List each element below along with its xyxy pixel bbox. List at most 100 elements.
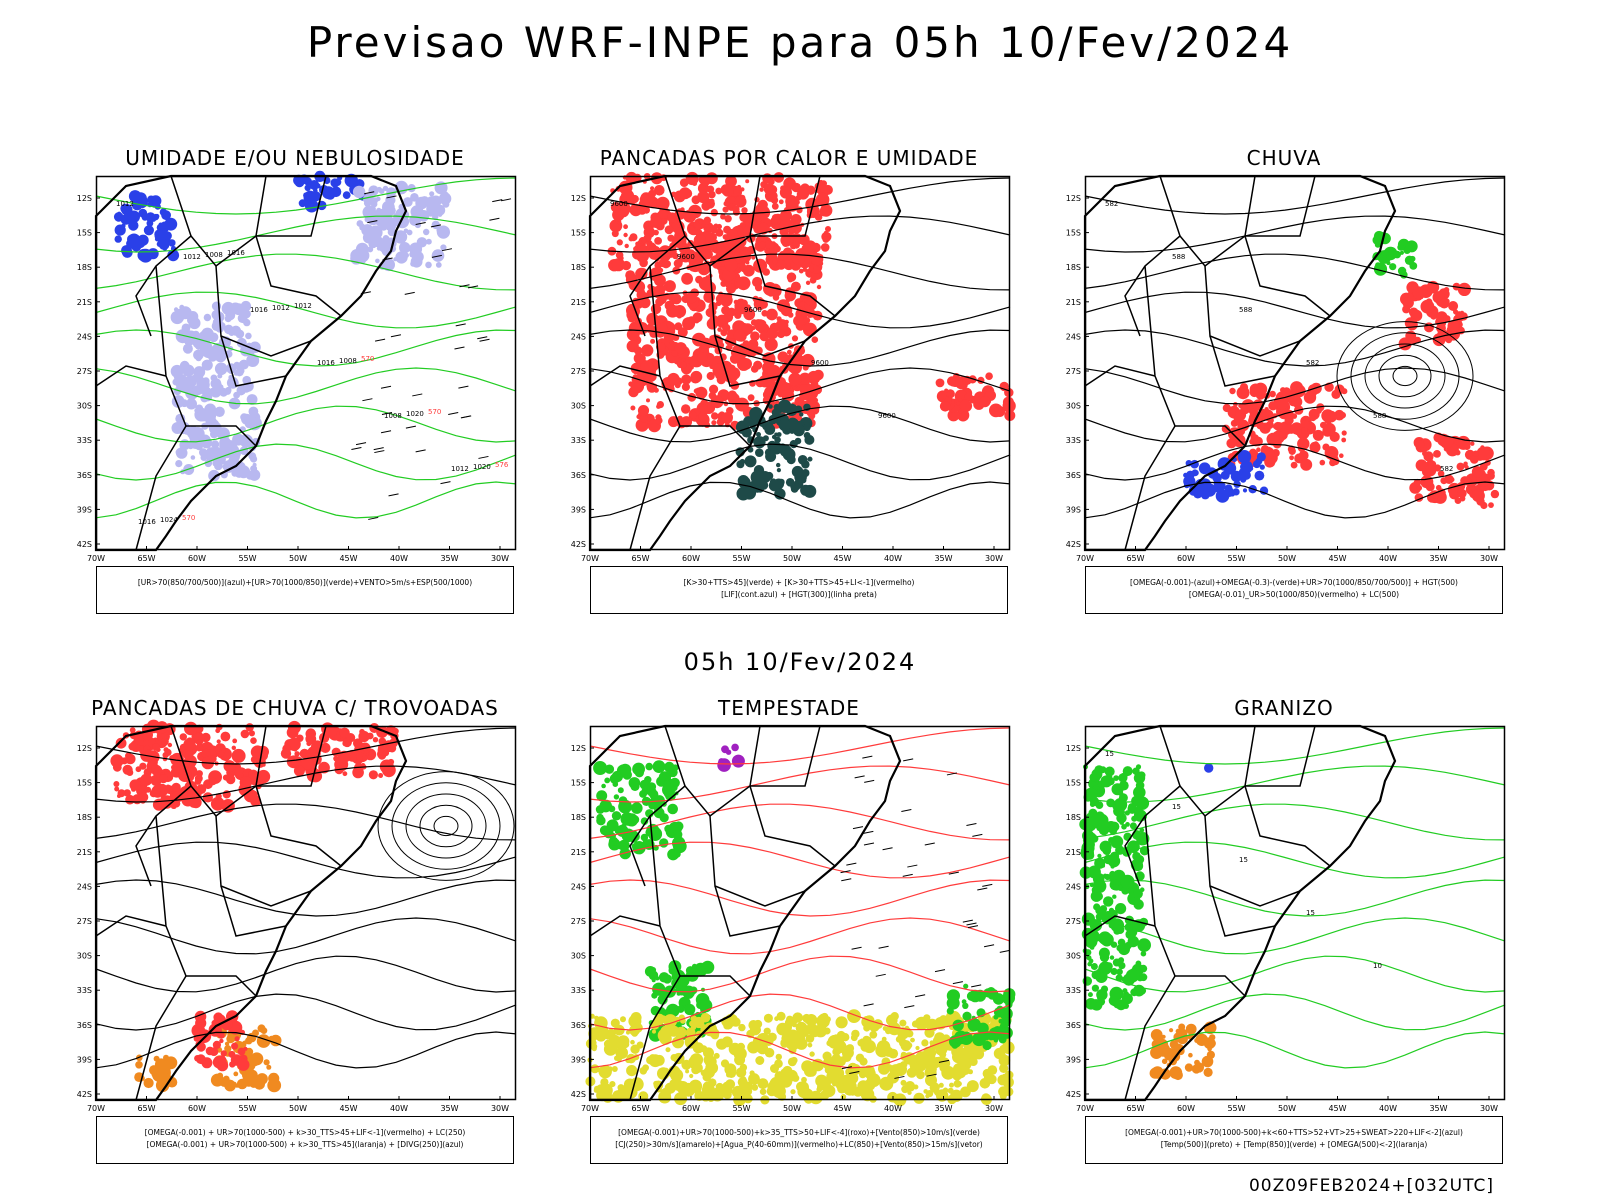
contour-line <box>1084 1031 1506 1069</box>
shaded-field <box>1121 886 1130 895</box>
shaded-field <box>816 284 822 290</box>
shaded-field <box>1102 846 1112 855</box>
shaded-field <box>803 317 811 324</box>
shaded-field <box>233 391 241 399</box>
wind-vector <box>840 870 851 874</box>
shaded-field <box>342 771 348 777</box>
shaded-field <box>1290 461 1298 469</box>
state-border <box>589 365 661 387</box>
shaded-field <box>217 373 223 379</box>
lon-tick-label: 70W <box>87 1104 105 1113</box>
shaded-field <box>720 280 727 287</box>
legend-line: [OMEGA(-0.001) + UR>70(1000-500) + k>30_… <box>144 1128 466 1137</box>
shaded-field <box>419 196 430 207</box>
shaded-field <box>1133 888 1143 899</box>
lat-tick-label: 18S <box>571 263 586 272</box>
shaded-field <box>611 811 622 821</box>
lat-tick-label: 21S <box>571 298 586 307</box>
shaded-field <box>1420 299 1435 314</box>
shaded-field <box>798 234 810 246</box>
shaded-field <box>1252 460 1261 469</box>
wind-vector <box>966 823 977 826</box>
contour-line <box>589 879 1011 917</box>
wind-vector <box>367 220 378 224</box>
state-border <box>1124 425 1176 551</box>
shaded-field <box>1101 863 1106 868</box>
shaded-field <box>393 230 408 244</box>
wind-vector <box>374 450 385 454</box>
shaded-field <box>202 377 210 385</box>
shaded-field <box>650 186 655 191</box>
shaded-field <box>1341 430 1347 436</box>
shaded-field <box>788 372 802 386</box>
shaded-field <box>725 1079 736 1090</box>
contour-line <box>1084 291 1506 329</box>
shaded-field <box>988 1034 995 1041</box>
shaded-field <box>759 1088 767 1095</box>
shaded-field <box>372 737 379 743</box>
lon-tick-label: 50W <box>783 554 801 563</box>
map-granizo: 15 15 15 15 10 12S 15S 18S 21S 24S 27S 30S 33S 36S 39S… <box>1066 724 1506 1113</box>
contour-line <box>589 803 1011 841</box>
shaded-field <box>652 760 666 773</box>
shaded-field <box>814 213 823 221</box>
shaded-field <box>305 752 311 758</box>
shaded-field <box>764 337 778 352</box>
shaded-field <box>906 1067 917 1078</box>
shaded-field <box>838 1084 845 1092</box>
shaded-field <box>233 1071 239 1077</box>
shaded-field <box>1118 943 1130 956</box>
lon-tick-label: 65W <box>1126 554 1144 563</box>
shaded-field <box>233 361 241 369</box>
shaded-field <box>152 743 160 751</box>
shaded-field <box>1110 967 1118 976</box>
state-border <box>629 975 681 1101</box>
shaded-field <box>237 1058 250 1071</box>
shaded-field <box>143 225 154 236</box>
contour-label: 1024 <box>160 516 178 524</box>
lat-tick-label: 12S <box>77 744 92 753</box>
wind-vector <box>875 973 886 977</box>
state-border <box>749 235 836 317</box>
shaded-field <box>776 462 781 468</box>
lat-tick-label: 24S <box>77 332 92 341</box>
shaded-field <box>944 388 949 393</box>
wind-vector <box>863 1003 874 1007</box>
shaded-field <box>416 237 428 248</box>
shaded-field <box>759 241 766 249</box>
lon-tick-label: 35W <box>934 1104 952 1113</box>
shaded-field <box>395 251 408 264</box>
shaded-field <box>739 1080 748 1090</box>
shaded-field <box>691 963 698 970</box>
shaded-field <box>751 1084 759 1091</box>
shaded-field <box>764 1047 775 1058</box>
shaded-field <box>807 1042 813 1048</box>
wind-vector <box>380 430 392 434</box>
isobar-ring <box>377 771 515 881</box>
lat-tick-label: 33S <box>1066 436 1081 445</box>
shaded-field <box>1129 822 1137 830</box>
map-frame <box>1084 175 1506 551</box>
shaded-field <box>674 1092 688 1106</box>
shaded-field <box>220 1050 227 1057</box>
shaded-field <box>110 754 124 768</box>
shaded-field <box>1454 449 1461 456</box>
wind-vector <box>962 919 973 923</box>
wind-vector <box>907 864 918 868</box>
shaded-field <box>681 404 691 414</box>
shaded-field <box>817 1084 824 1091</box>
lon-tick-label: 70W <box>581 554 599 563</box>
shaded-field <box>953 1069 964 1080</box>
panel-tempestade: TEMPESTADE 12S 15S 18S 21S 24S 27S 30S 33S 36S 39… <box>554 696 1044 1186</box>
map-frame <box>1084 725 1506 1101</box>
shaded-field <box>1096 824 1103 832</box>
lat-tick-label: 27S <box>1066 917 1081 926</box>
shaded-field <box>1291 413 1298 419</box>
shaded-field <box>387 202 395 211</box>
lon-tick-label: 35W <box>440 1104 458 1113</box>
legend-box: [K>30+TTS>45](verde) + [K>30+TTS>45+LI<-… <box>590 566 1008 614</box>
shaded-field <box>1437 470 1445 478</box>
state-border <box>1124 975 1176 1101</box>
shaded-field <box>626 1065 638 1077</box>
panel-granizo: GRANIZO 15 15 15 15 10 12S 15S 18S 21S 24S 27S 30S 3… <box>1049 696 1539 1186</box>
